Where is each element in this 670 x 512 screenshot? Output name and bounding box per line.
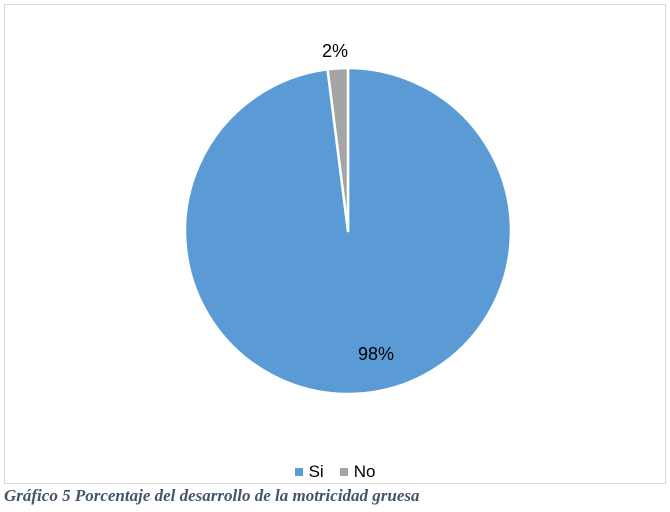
pie-slices bbox=[183, 66, 513, 396]
legend-item-si: Si bbox=[294, 462, 324, 482]
data-label-si: 98% bbox=[358, 344, 394, 364]
pie-slice-no bbox=[326, 66, 350, 233]
figure-caption: Gráfico 5 Porcentaje del desarrollo de l… bbox=[4, 486, 420, 505]
legend-label-no: No bbox=[353, 462, 376, 481]
legend-swatch-si bbox=[294, 468, 303, 476]
legend-label-si: Si bbox=[308, 462, 324, 481]
legend-swatch-no bbox=[339, 468, 348, 476]
data-label-no: 2% bbox=[322, 41, 348, 61]
chart-legend: Si No bbox=[0, 462, 670, 482]
pie-chart: 98% 2% bbox=[183, 41, 513, 396]
legend-item-no: No bbox=[339, 462, 376, 482]
pie-data-labels: 98% 2% bbox=[322, 41, 394, 364]
